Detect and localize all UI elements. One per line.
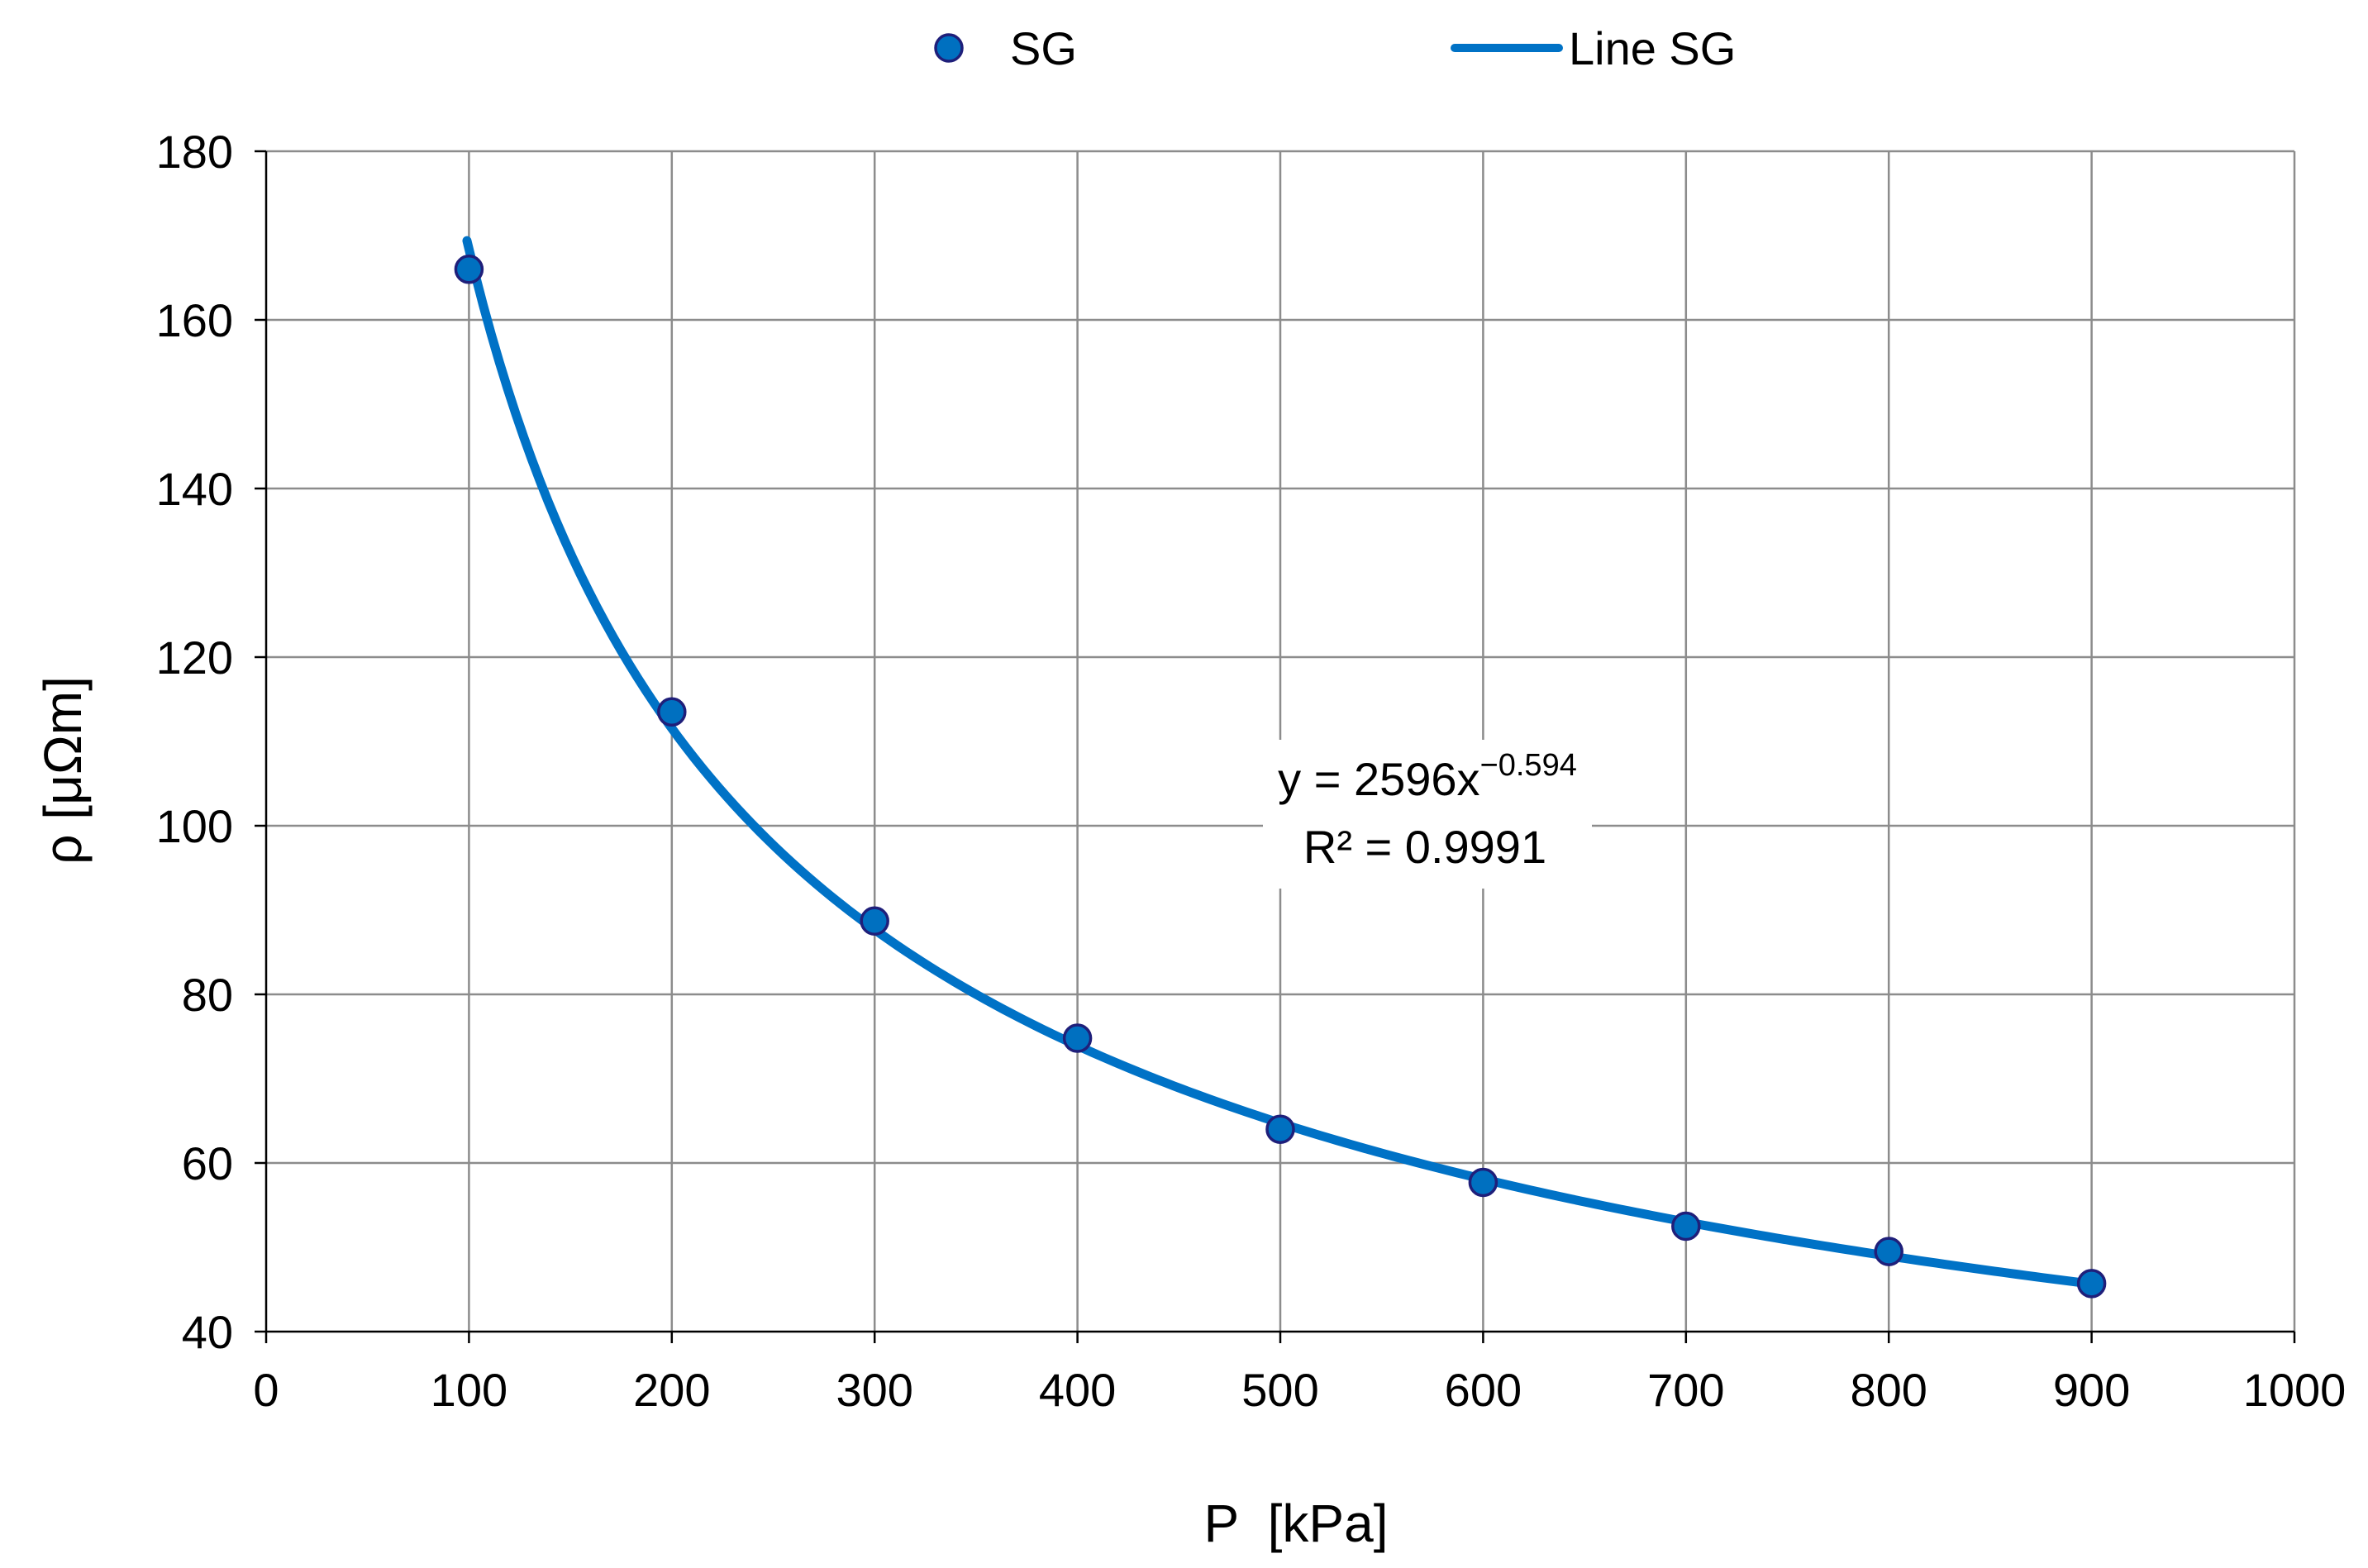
r-squared-label: R² = 0.9991 xyxy=(1303,821,1546,873)
equation-exponent: −0.594 xyxy=(1480,748,1577,783)
x-tick-label-200: 200 xyxy=(633,1364,710,1416)
data-point-sg-700 xyxy=(1671,1211,1701,1242)
x-tick-label-1000: 1000 xyxy=(2243,1364,2347,1416)
y-axis-title: ρ [μΩm] xyxy=(33,676,93,865)
data-point-sg-400 xyxy=(1062,1023,1093,1053)
data-point-sg-500 xyxy=(1265,1114,1295,1144)
data-point-sg-600 xyxy=(1468,1167,1498,1198)
x-tick-label-400: 400 xyxy=(1039,1364,1116,1416)
legend: SG Line SG xyxy=(934,22,1736,74)
data-point-sg-100 xyxy=(454,255,484,284)
y-tick-label-140: 140 xyxy=(156,463,233,515)
legend-label-sg: SG xyxy=(1010,22,1077,74)
x-tick-label-100: 100 xyxy=(431,1364,507,1416)
legend-marker-sg xyxy=(934,33,964,63)
x-tick-label-900: 900 xyxy=(2053,1364,2130,1416)
legend-label-line-sg: Line SG xyxy=(1569,22,1736,74)
y-tick-label-100: 100 xyxy=(156,800,233,852)
data-point-sg-300 xyxy=(860,906,889,937)
y-tick-label-40: 40 xyxy=(182,1306,233,1358)
x-tick-label-800: 800 xyxy=(1850,1364,1927,1416)
tick-labels: 0 100 200 300 400 500 600 700 800 900 1000 40 60 80 10… xyxy=(156,126,2347,1416)
data-point-sg-200 xyxy=(657,697,687,727)
data-point-sg-900 xyxy=(2076,1269,2107,1299)
x-tick-label-0: 0 xyxy=(253,1364,279,1416)
x-tick-label-500: 500 xyxy=(1241,1364,1318,1416)
y-tick-label-120: 120 xyxy=(156,631,233,684)
y-tick-label-180: 180 xyxy=(156,126,233,178)
equation-prefix: y = 2596x xyxy=(1278,753,1479,805)
data-point-sg-800 xyxy=(1874,1237,1903,1266)
x-axis-title: P [kPa] xyxy=(1204,1494,1389,1553)
x-tick-label-700: 700 xyxy=(1647,1364,1724,1416)
equation-box xyxy=(1263,740,1592,889)
data-points-sg xyxy=(454,255,2107,1299)
y-tick-label-60: 60 xyxy=(182,1137,233,1189)
y-tick-label-160: 160 xyxy=(156,294,233,346)
x-tick-label-300: 300 xyxy=(836,1364,912,1416)
equation-label: y = 2596x−0.594 xyxy=(1278,748,1577,805)
x-tick-label-600: 600 xyxy=(1445,1364,1522,1416)
axes xyxy=(255,150,2296,1343)
y-tick-label-80: 80 xyxy=(182,969,233,1021)
